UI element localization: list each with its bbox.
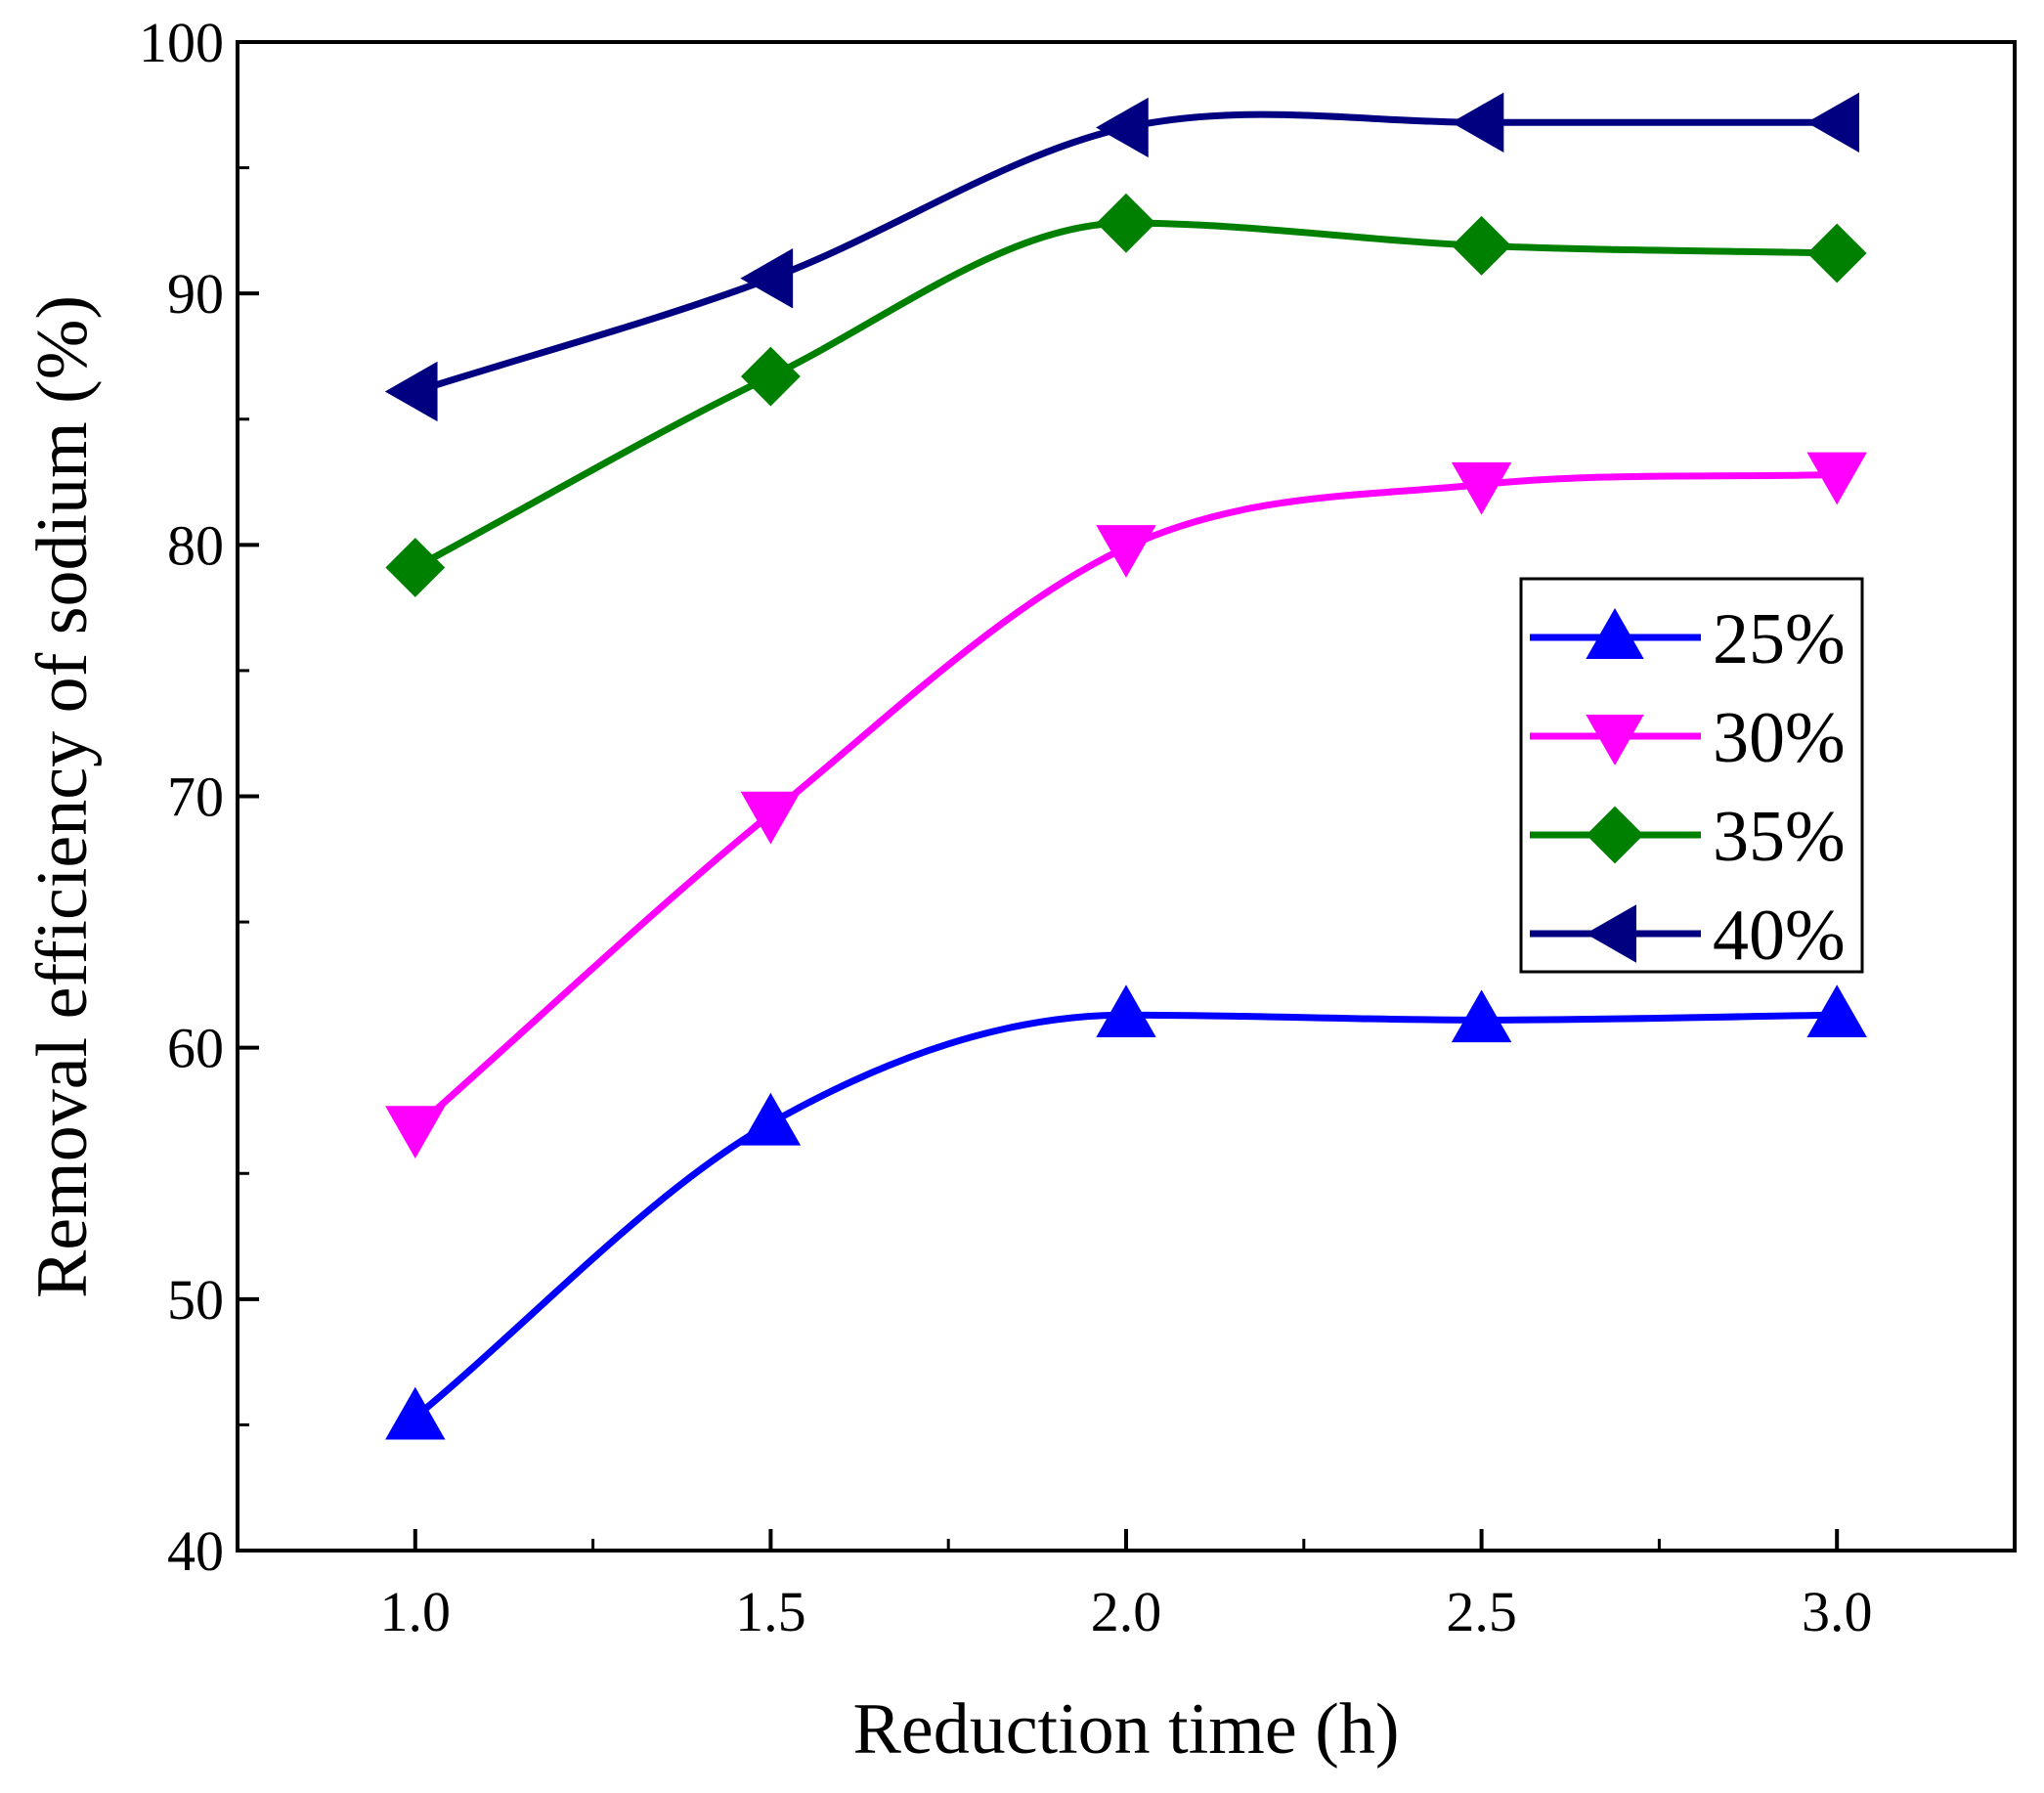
- legend-marker-3: [1585, 904, 1636, 963]
- y-tick-label: 40: [167, 1519, 224, 1583]
- legend-frame: [1519, 577, 1864, 974]
- series-line-0: [412, 1011, 1841, 1421]
- y-tick-label: 80: [167, 513, 224, 577]
- series-line-2: [412, 219, 1841, 571]
- data-point-3: [1806, 92, 1859, 153]
- legend-label-2: 35%: [1713, 797, 1846, 877]
- legend: 25% 30% 35% 40%: [1519, 577, 1864, 976]
- data-point-0: [385, 1386, 446, 1440]
- data-point-3: [384, 361, 438, 422]
- y-axis-title: Removal efficiency of sodium (%): [22, 295, 103, 1298]
- x-tick-label: 1.5: [735, 1580, 806, 1643]
- legend-marker-2: [1586, 806, 1644, 864]
- x-axis-title: Reduction time (h): [853, 1689, 1400, 1770]
- data-point-0: [1806, 984, 1867, 1037]
- x-tick-label: 1.0: [380, 1580, 452, 1643]
- legend-entries: 25% 30% 35% 40%: [1530, 599, 1846, 976]
- legend-label-1: 30%: [1713, 698, 1846, 778]
- y-tick-label: 90: [167, 262, 224, 326]
- data-point-2: [385, 538, 446, 597]
- data-point-1: [1806, 452, 1867, 505]
- x-tick-label: 2.5: [1446, 1580, 1517, 1643]
- x-tick-label: 3.0: [1802, 1580, 1873, 1643]
- data-point-0: [1096, 984, 1156, 1037]
- series-line-1: [412, 470, 1841, 1132]
- legend-label-0: 25%: [1713, 599, 1846, 679]
- data-point-1: [385, 1106, 446, 1159]
- data-point-2: [740, 346, 801, 407]
- axis-ticks: 40 50 60 70 80 90 100 1.0 1.5 2.0 2.5 3.0: [139, 11, 1872, 1643]
- data-point-0: [1451, 989, 1512, 1043]
- data-point-2: [1096, 193, 1156, 253]
- y-tick-label: 50: [167, 1268, 224, 1332]
- legend-label-3: 40%: [1713, 896, 1846, 976]
- x-tick-label: 2.0: [1091, 1580, 1162, 1643]
- y-tick-label: 70: [167, 765, 224, 829]
- y-tick-label: 100: [139, 11, 224, 74]
- data-point-2: [1452, 215, 1512, 276]
- y-tick-label: 60: [167, 1017, 224, 1080]
- data-point-0: [740, 1092, 802, 1146]
- legend-marker-0: [1586, 607, 1644, 659]
- data-point-3: [740, 248, 794, 309]
- data-point-2: [1806, 223, 1867, 284]
- legend-marker-1: [1586, 715, 1644, 766]
- data-point-3: [1451, 92, 1504, 153]
- data-point-1: [1451, 461, 1512, 515]
- data-point-1: [1096, 525, 1156, 578]
- series-markers: [384, 92, 1867, 1440]
- data-point-3: [1095, 97, 1149, 158]
- data-point-1: [740, 791, 802, 845]
